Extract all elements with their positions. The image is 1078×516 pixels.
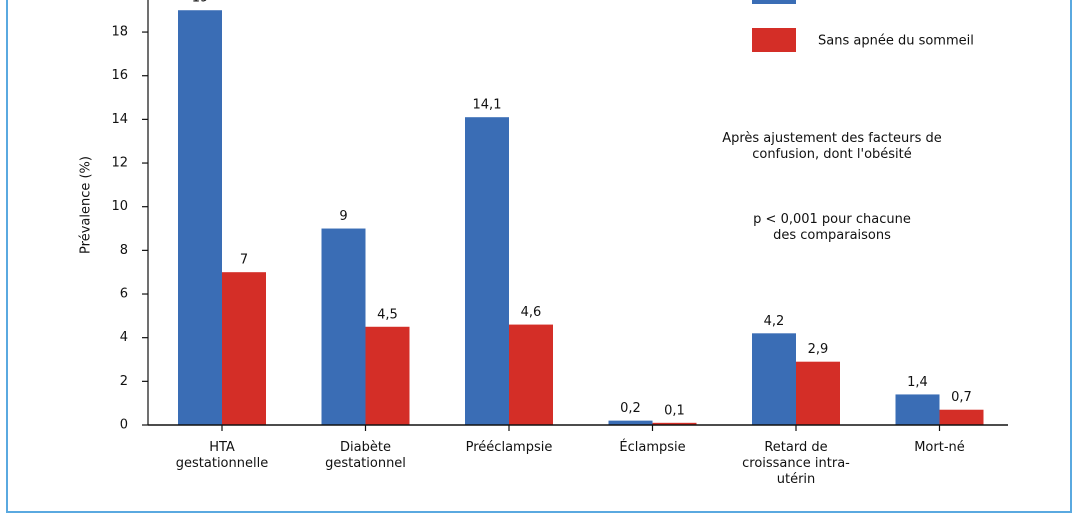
x-tick-label: Diabète gestationnel <box>325 440 406 471</box>
annotation: Après ajustement des facteurs de confusi… <box>722 131 942 162</box>
bar <box>752 333 796 425</box>
x-tick-label: HTA gestationnelle <box>175 440 269 471</box>
value-label: 4,6 <box>521 305 542 320</box>
y-tick-label: 0 <box>120 418 128 433</box>
x-tick-label: Prééclampsie <box>465 440 553 455</box>
legend-label: Sans apnée du sommeil <box>818 34 974 49</box>
y-tick-label: 16 <box>111 68 128 83</box>
bar <box>365 326 410 425</box>
y-tick-label: 2 <box>120 374 128 389</box>
value-label: 4,2 <box>764 314 785 329</box>
bar <box>509 324 553 425</box>
bar <box>465 117 509 426</box>
value-label: 1,4 <box>907 375 928 390</box>
y-axis-label: Prévalence (%) <box>79 156 94 254</box>
x-tick-label: Mort-né <box>914 440 965 455</box>
frame <box>6 0 1072 513</box>
value-label: 2,9 <box>808 342 829 357</box>
y-tick-label: 12 <box>111 156 128 171</box>
value-label: 0,1 <box>664 403 685 418</box>
bar <box>178 10 222 425</box>
value-label: 0,2 <box>620 401 641 416</box>
bar <box>222 272 266 425</box>
y-tick-label: 8 <box>120 243 128 258</box>
value-label: 19 <box>192 0 209 6</box>
legend-swatch <box>752 28 796 52</box>
bar <box>608 420 653 425</box>
y-tick-label: 4 <box>120 330 128 345</box>
value-label: 9 <box>339 209 347 224</box>
bar <box>796 361 840 425</box>
bar <box>895 394 940 425</box>
bar <box>652 422 697 425</box>
value-label: 7 <box>240 253 248 268</box>
bar <box>321 228 366 425</box>
y-tick-label: 10 <box>111 199 128 214</box>
y-tick-label: 6 <box>120 287 128 302</box>
x-tick-label: Éclampsie <box>619 440 686 455</box>
value-label: 14,1 <box>473 98 502 113</box>
x-tick-label: Retard de croissance intra-utérin <box>742 440 850 487</box>
legend-swatch <box>752 0 796 4</box>
value-label: 4,5 <box>377 307 398 322</box>
y-tick-label: 18 <box>111 25 128 40</box>
annotation: p < 0,001 pour chacune des comparaisons <box>753 212 911 243</box>
y-tick-label: 14 <box>111 112 128 127</box>
bar <box>939 409 984 425</box>
value-label: 0,7 <box>951 390 972 405</box>
